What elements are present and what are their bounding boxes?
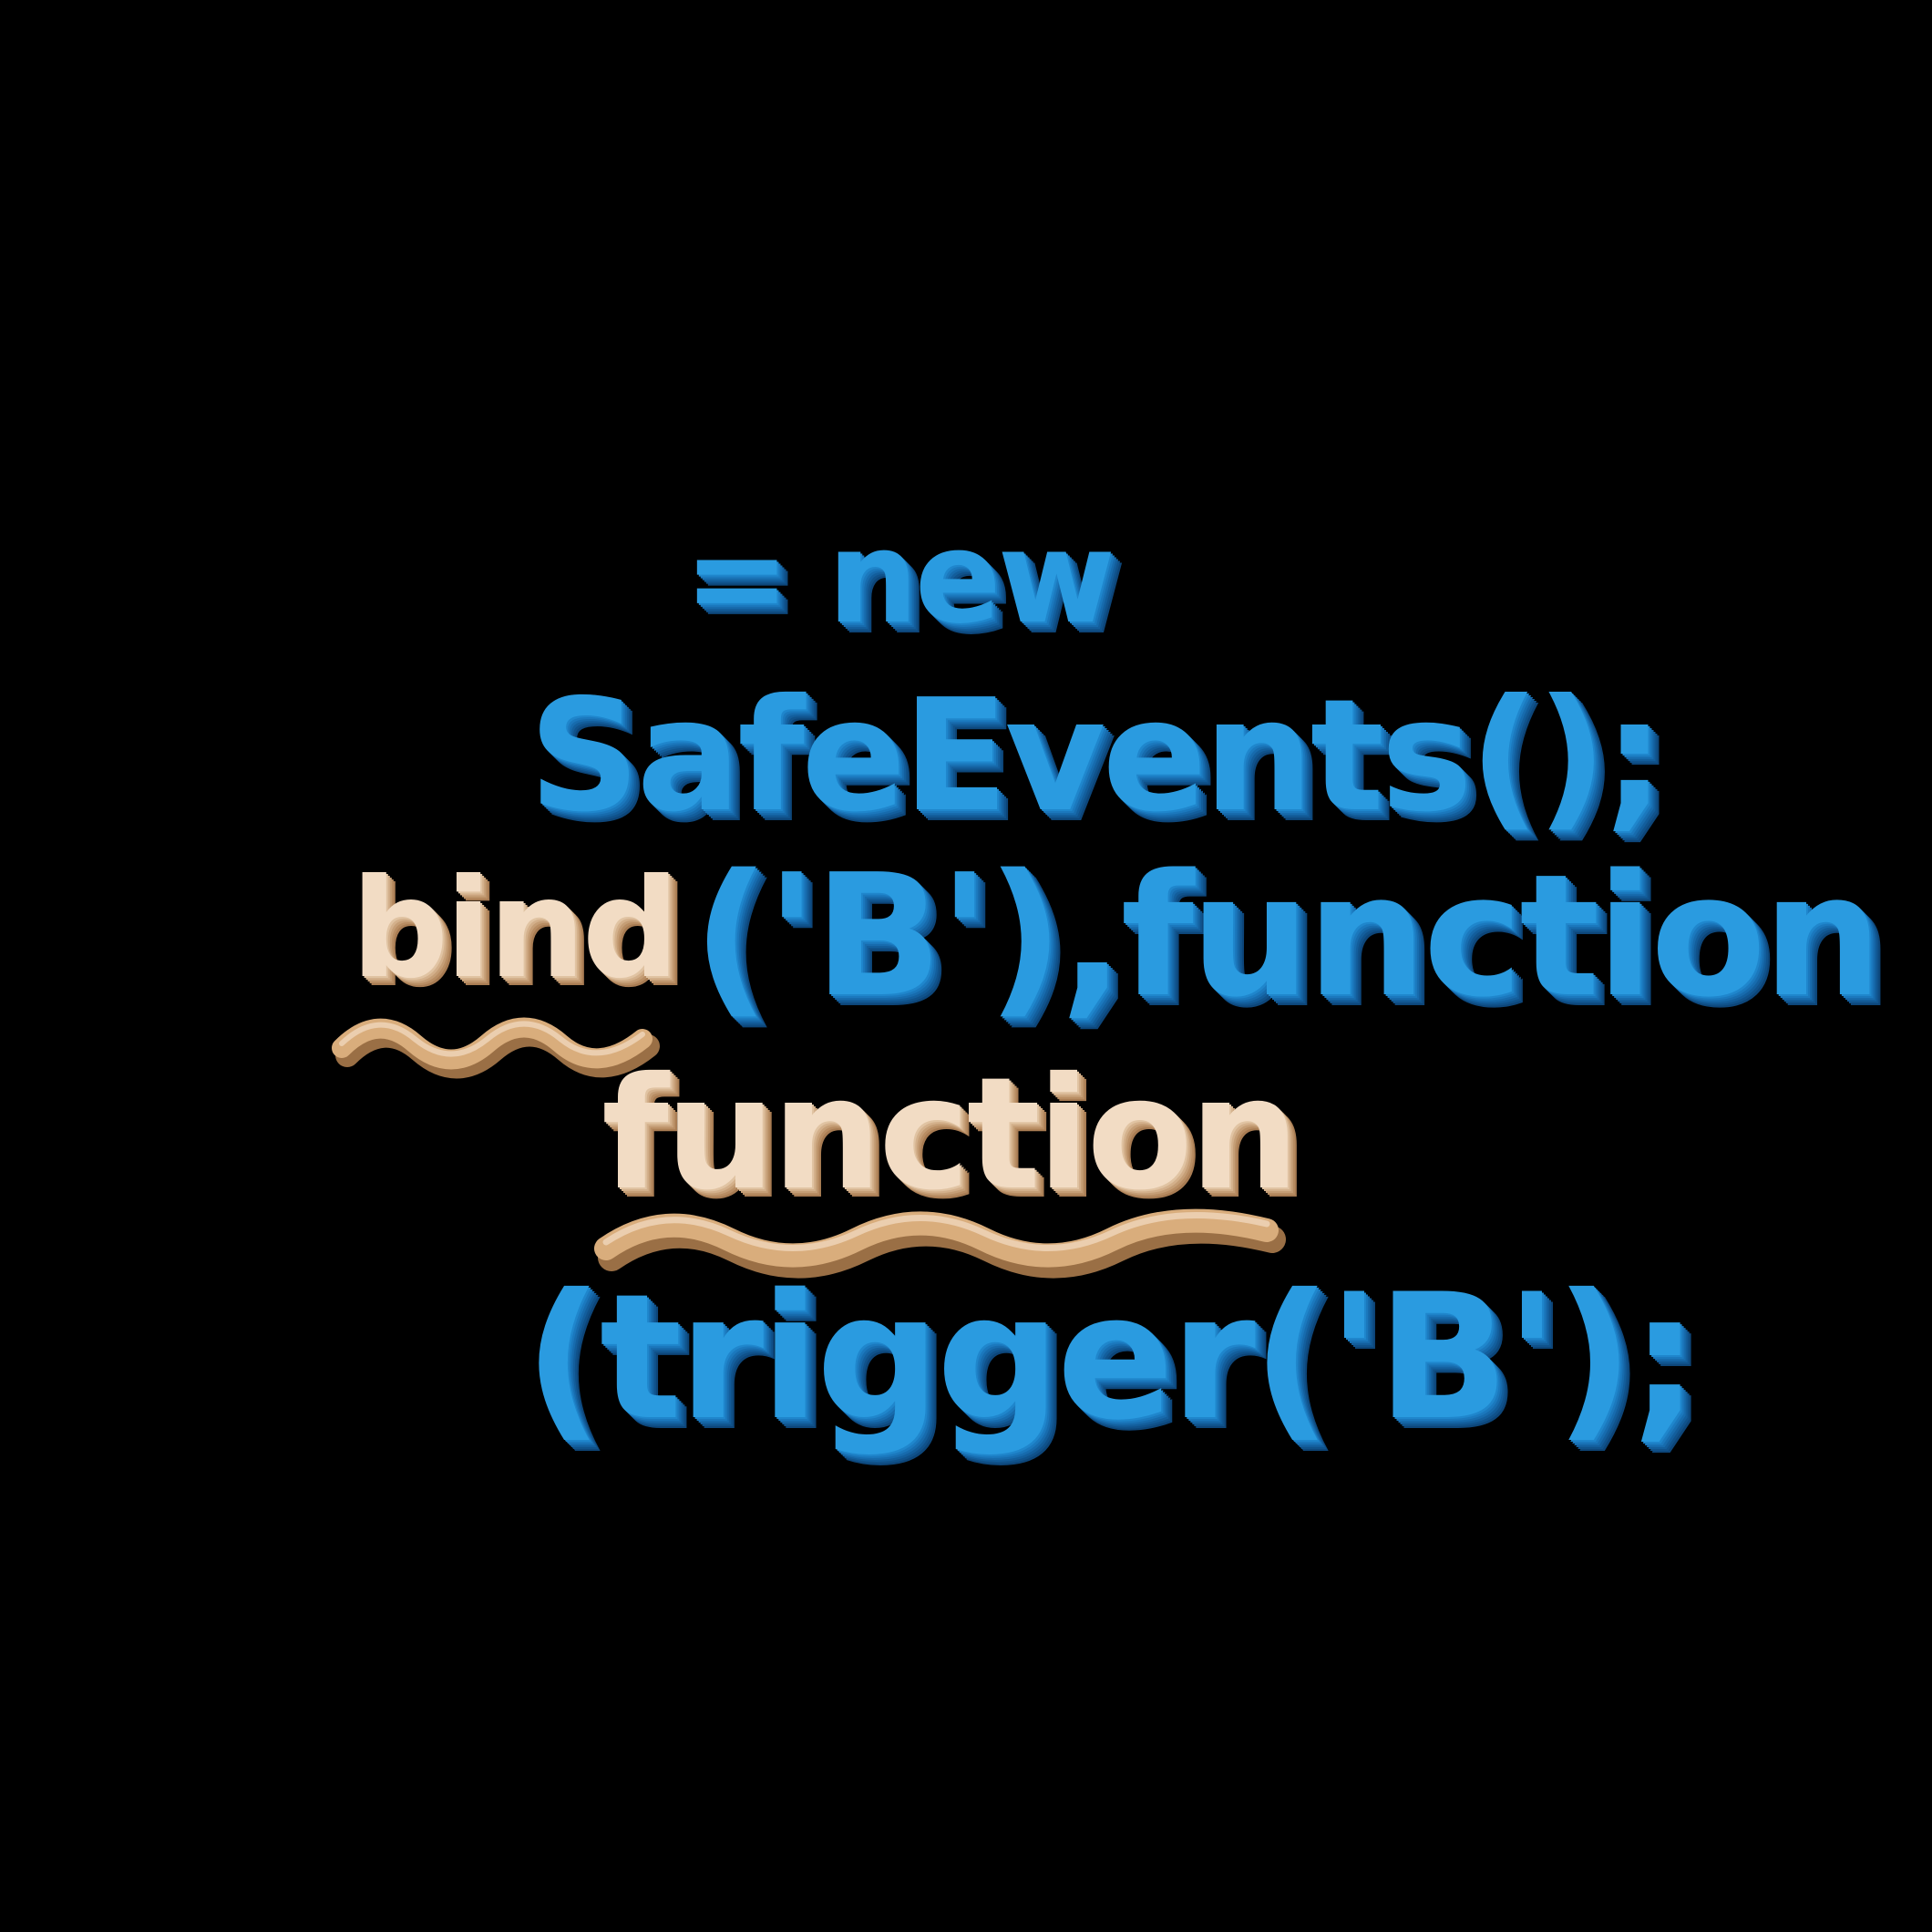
trigger-text: (trigger('B'); (524, 1257, 1700, 1458)
bind-args-text: ('B'),function (693, 838, 1883, 1034)
assign-new-text: = new (683, 504, 1115, 653)
safe-events-text: SafeEvents(); (529, 666, 1666, 847)
bind-keyword-text: bind (351, 850, 680, 1009)
function-squiggle-underline (594, 1208, 1286, 1279)
function-keyword-text: function (601, 1044, 1300, 1225)
bind-squiggle-underline (332, 1017, 660, 1079)
